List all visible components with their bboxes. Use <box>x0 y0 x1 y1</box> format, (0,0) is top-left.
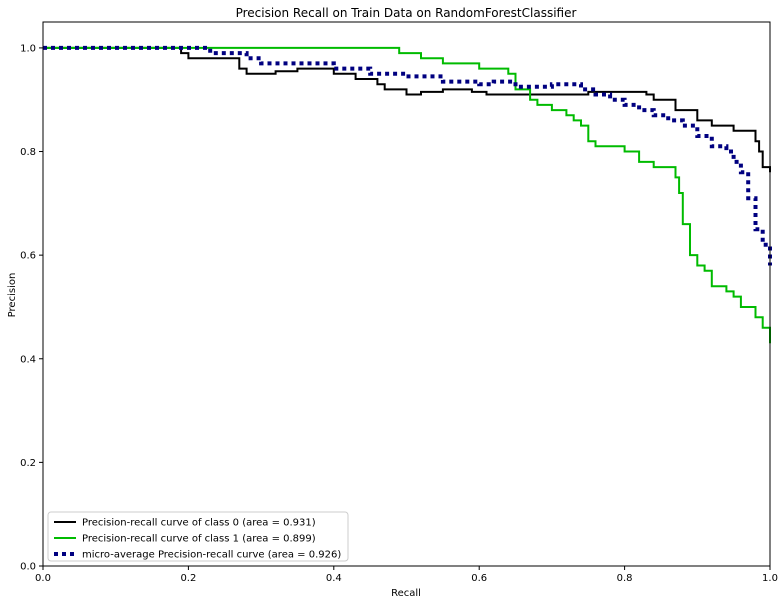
series-layer <box>43 45 772 344</box>
legend-entry-label: Precision-recall curve of class 1 (area … <box>82 534 316 545</box>
y-tick-label: 0.4 <box>20 354 36 365</box>
legend-entry-label: micro-average Precision-recall curve (ar… <box>82 550 341 561</box>
y-tick-label: 0.0 <box>20 562 36 573</box>
y-axis-ticks: 0.0 0.2 0.4 0.6 0.8 1.0 <box>20 43 43 573</box>
y-tick-label: 0.6 <box>20 251 36 262</box>
legend-box <box>47 511 349 562</box>
y-tick-label: 0.2 <box>20 458 36 469</box>
x-tick-label: 0.2 <box>180 573 196 584</box>
series-line-1 <box>43 46 771 344</box>
x-tick-label: 0.6 <box>471 573 487 584</box>
legend-entry-label: Precision-recall curve of class 0 (area … <box>82 518 316 529</box>
axes-frame <box>42 21 771 567</box>
x-tick-label: 0.4 <box>326 573 342 584</box>
x-axis-label: Recall <box>391 588 421 599</box>
legend: Precision-recall curve of class 0 (area … <box>47 511 349 562</box>
x-tick-label: 0.8 <box>617 573 633 584</box>
series-line-2 <box>43 45 772 266</box>
y-tick-label: 1.0 <box>20 43 36 54</box>
series-line-0 <box>43 46 771 173</box>
y-axis-label: Precision <box>7 273 18 318</box>
y-tick-label: 0.8 <box>20 147 36 158</box>
x-axis-ticks: 0.0 0.2 0.4 0.6 0.8 1.0 <box>35 566 778 584</box>
x-tick-label: 1.0 <box>762 573 778 584</box>
x-tick-label: 0.0 <box>35 573 51 584</box>
chart-title: Precision Recall on Train Data on Random… <box>236 6 577 20</box>
